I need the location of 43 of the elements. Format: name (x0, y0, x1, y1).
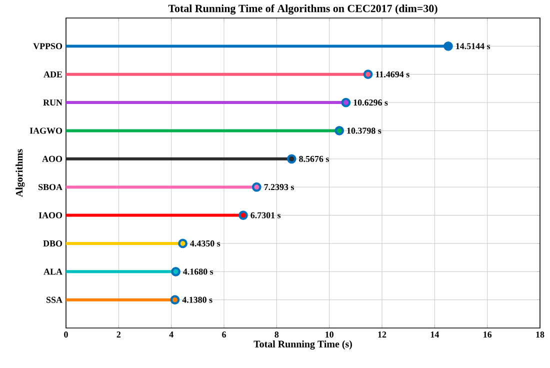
point (238, 210, 248, 220)
point (170, 295, 180, 304)
data-label: 4.1680 s (183, 268, 214, 275)
x-tick-label: 6 (222, 332, 226, 338)
point (252, 182, 262, 192)
y-tick-label: RUN (43, 100, 62, 106)
data-label: 4.4350 s (190, 240, 220, 246)
data-label: 7.2393 s (264, 184, 294, 190)
point (363, 70, 373, 80)
point (286, 154, 296, 164)
y-tick-label: IAOO (38, 212, 62, 218)
chart-title: Total Running Time of Algorithms on CEC2017 (dim=30) (168, 4, 438, 14)
y-tick-label: SSA (46, 296, 62, 303)
x-tick-label: 4 (169, 332, 174, 338)
point (178, 238, 188, 248)
x-tick-label: 14 (430, 332, 439, 338)
data-label: 10.3798 s (347, 128, 382, 134)
y-tick-label: ALA (44, 268, 62, 275)
data-label: 14.5144 s (456, 43, 490, 50)
x-tick-label: 0 (64, 332, 68, 338)
x-tick-label: 10 (326, 332, 334, 338)
y-axis-title: Algorithms (16, 149, 25, 197)
point (444, 42, 453, 51)
data-label: 11.4694 s (376, 71, 410, 78)
x-tick-label: 18 (536, 332, 544, 338)
x-tick-label: 12 (378, 332, 386, 338)
x-tick-label: 2 (116, 332, 121, 338)
y-tick-label: VPPSO (33, 43, 62, 50)
y-tick-label: AOO (42, 156, 62, 162)
data-label: 10.6296 s (354, 99, 388, 106)
data-label: 6.7301 s (250, 212, 281, 218)
point (334, 126, 344, 136)
y-tick-label: DBO (43, 240, 62, 246)
data-label: 8.5676 s (299, 156, 329, 162)
point (171, 266, 180, 276)
data-label: 4.1380 s (182, 296, 212, 303)
y-tick-label: ADE (44, 71, 62, 78)
x-axis-title: Total Running Time (s) (254, 340, 352, 350)
y-tick-label: SBOA (38, 184, 62, 190)
point (341, 98, 351, 108)
x-tick-label: 16 (484, 332, 492, 338)
y-tick-label: IAGWO (30, 128, 62, 134)
x-tick-label: 8 (274, 332, 279, 338)
